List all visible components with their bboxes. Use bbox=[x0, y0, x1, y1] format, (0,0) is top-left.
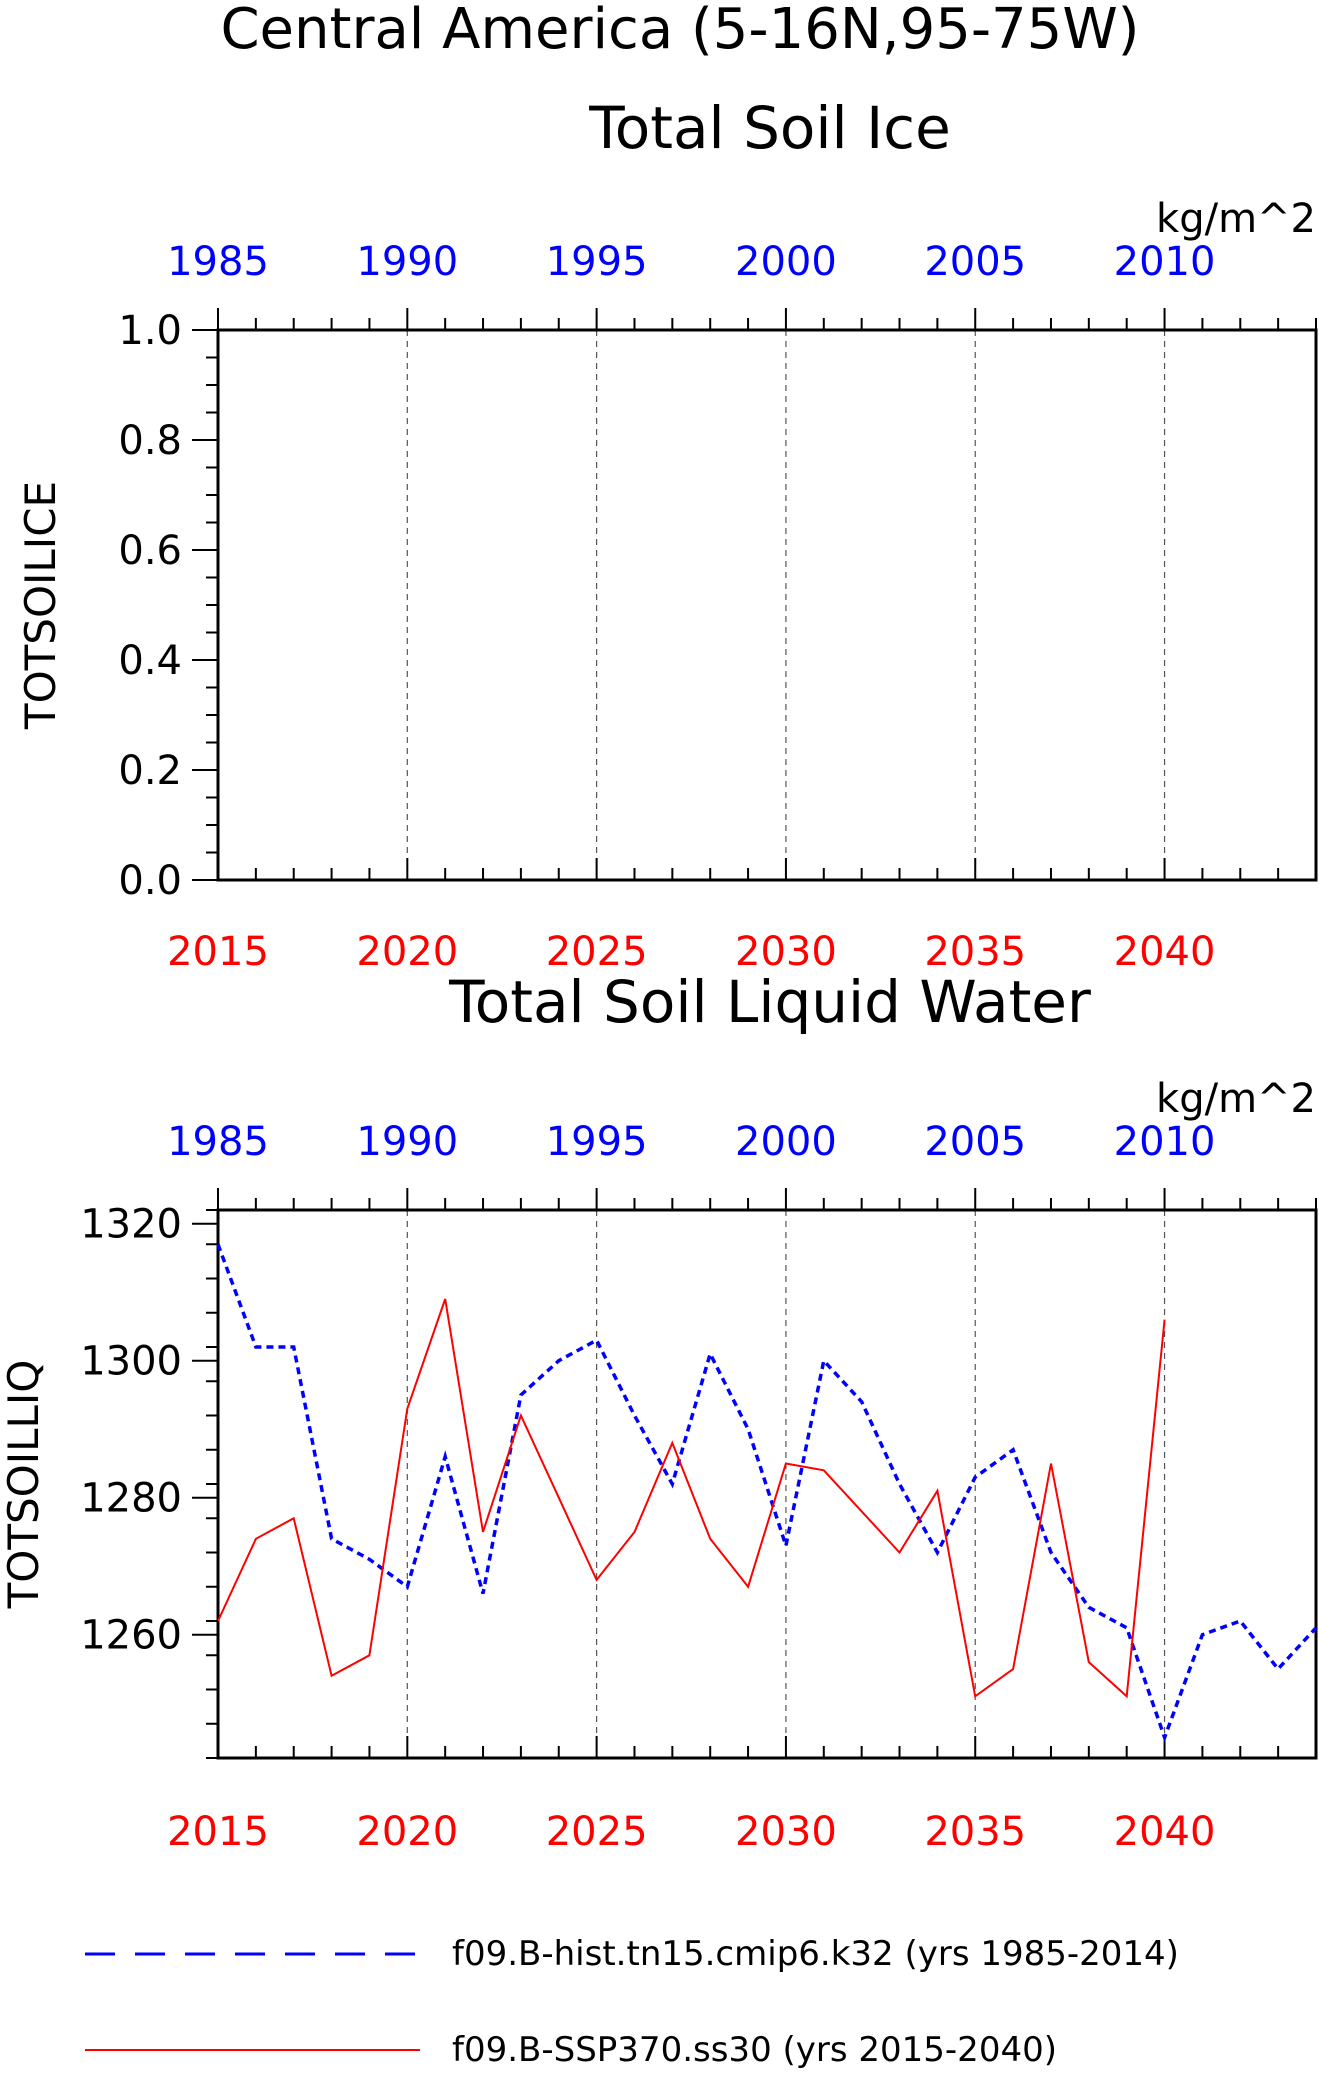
x-tick-label-bottom: 2020 bbox=[356, 929, 458, 975]
panel-title: Total Soil Ice bbox=[588, 94, 951, 162]
x-tick-label-bottom: 2040 bbox=[1114, 929, 1216, 975]
x-tick-label-bottom: 2015 bbox=[167, 1809, 269, 1855]
plot-frame bbox=[216, 328, 1318, 882]
x-tick-label-top: 1985 bbox=[167, 1119, 269, 1165]
x-tick-label-top: 2010 bbox=[1114, 1119, 1216, 1165]
units-label: kg/m^2 bbox=[1156, 1076, 1316, 1122]
y-tick-label: 1320 bbox=[80, 1202, 182, 1248]
plot-frame bbox=[216, 1208, 1318, 1760]
x-tick-label-top: 2010 bbox=[1114, 239, 1216, 285]
y-tick-label: 1.0 bbox=[118, 308, 182, 354]
series-line-hist bbox=[216, 1243, 1318, 1743]
x-tick-label-top: 1985 bbox=[167, 239, 269, 285]
y-tick-label: 0.8 bbox=[118, 418, 182, 464]
x-tick-label-bottom: 2030 bbox=[735, 929, 837, 975]
x-tick-label-top: 2005 bbox=[924, 1119, 1026, 1165]
legend-label-ssp: f09.B-SSP370.ss30 (yrs 2015-2040) bbox=[452, 2030, 1057, 2070]
x-tick-label-bottom: 2035 bbox=[924, 929, 1026, 975]
y-tick-label: 1280 bbox=[80, 1476, 182, 1522]
y-axis-label: TOTSOILLIQ bbox=[0, 1360, 48, 1610]
y-tick-label: 1260 bbox=[80, 1613, 182, 1659]
legend-label-hist: f09.B-hist.tn15.cmip6.k32 (yrs 1985-2014… bbox=[452, 1934, 1179, 1974]
y-tick-label: 0.2 bbox=[118, 748, 182, 794]
x-tick-label-top: 1995 bbox=[546, 1119, 648, 1165]
y-tick-label: 0.6 bbox=[118, 528, 182, 574]
x-tick-label-top: 1995 bbox=[546, 239, 648, 285]
x-tick-label-bottom: 2025 bbox=[546, 929, 648, 975]
x-tick-label-top: 2000 bbox=[735, 1119, 837, 1165]
soil-ice-panel: Total Soil Ice kg/m^2 2015 2020 2025 2030 2035… bbox=[16, 94, 1318, 975]
x-tick-label-bottom: 2015 bbox=[167, 929, 269, 975]
x-tick-label-top: 2000 bbox=[735, 239, 837, 285]
x-tick-label-top: 1990 bbox=[356, 239, 458, 285]
x-tick-label-bottom: 2030 bbox=[735, 1809, 837, 1855]
y-tick-label: 0.0 bbox=[118, 858, 182, 904]
series-line-ssp bbox=[217, 1298, 1166, 1699]
x-tick-label-bottom: 2020 bbox=[356, 1809, 458, 1855]
main-title: Central America (5-16N,95-75W) bbox=[220, 0, 1139, 62]
x-tick-label-bottom: 2025 bbox=[546, 1809, 648, 1855]
x-tick-label-top: 2005 bbox=[924, 239, 1026, 285]
x-tick-label-bottom: 2035 bbox=[924, 1809, 1026, 1855]
x-tick-label-top: 1990 bbox=[356, 1119, 458, 1165]
units-label: kg/m^2 bbox=[1156, 196, 1316, 242]
x-tick-label-bottom: 2040 bbox=[1114, 1809, 1216, 1855]
y-axis-label: TOTSOILICE bbox=[16, 481, 65, 730]
soil-liquid-panel: Total Soil Liquid Water kg/m^2 2015 2020 202… bbox=[0, 968, 1318, 1855]
legend: f09.B-hist.tn15.cmip6.k32 (yrs 1985-2014… bbox=[85, 1934, 1179, 2070]
panel-title: Total Soil Liquid Water bbox=[448, 968, 1091, 1036]
y-tick-label: 1300 bbox=[80, 1339, 182, 1385]
y-tick-label: 0.4 bbox=[118, 638, 182, 684]
